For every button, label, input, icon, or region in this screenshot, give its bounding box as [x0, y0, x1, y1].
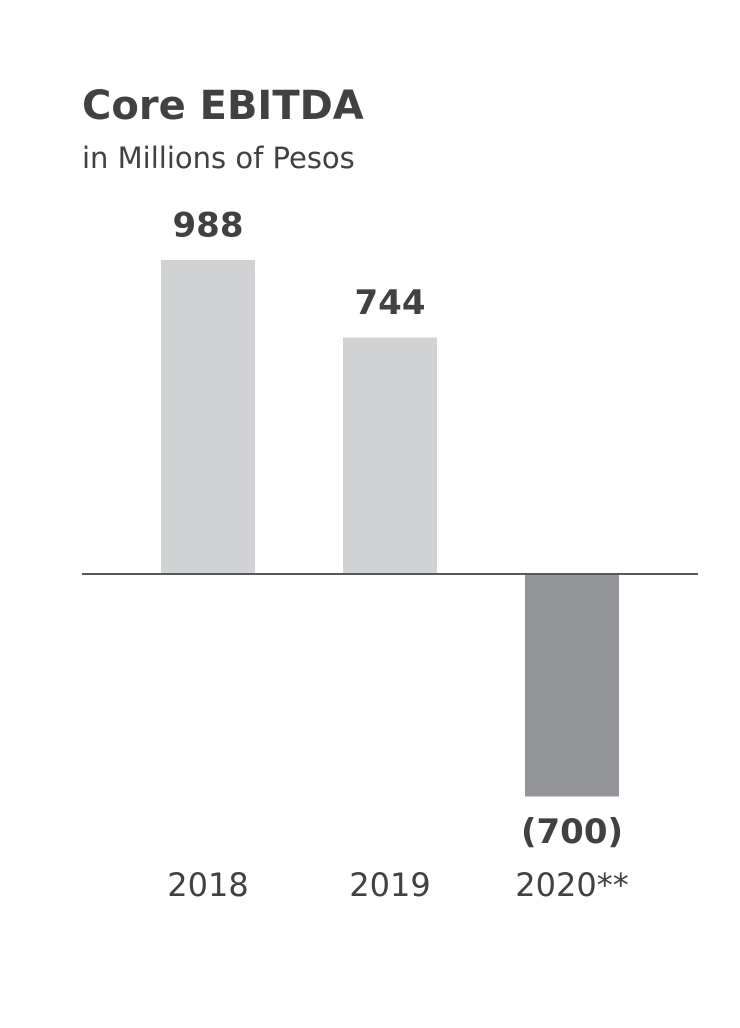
- x-tick-label: 2019: [349, 866, 430, 904]
- x-tick-label: 2020**: [515, 866, 628, 904]
- chart-subtitle: in Millions of Pesos: [82, 141, 355, 175]
- chart-title: Core EBITDA: [82, 83, 364, 129]
- x-tick-label: 2018: [167, 866, 248, 904]
- bar: [525, 574, 619, 797]
- bar: [343, 337, 437, 574]
- value-label: (700): [521, 812, 623, 852]
- value-label: 744: [355, 283, 426, 323]
- value-label: 988: [173, 206, 244, 246]
- bar: [161, 260, 255, 574]
